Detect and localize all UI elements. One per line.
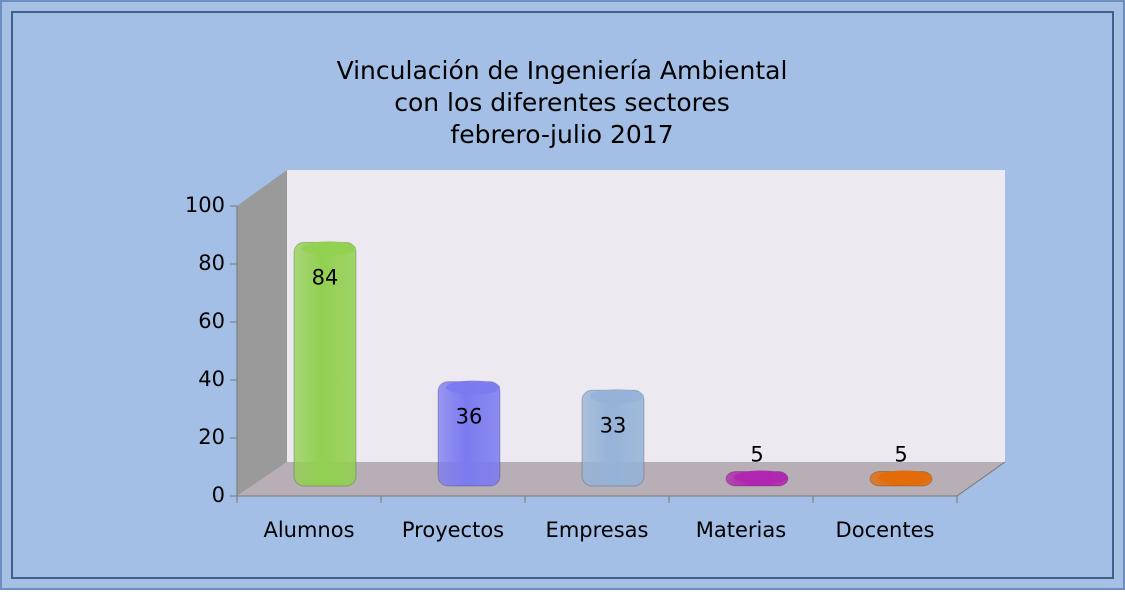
- value-label: 5: [750, 443, 763, 467]
- bar-cap: [590, 389, 644, 404]
- x-tick-label: Empresas: [546, 518, 649, 542]
- value-label: 33: [600, 413, 627, 437]
- x-tick-label: Proyectos: [402, 518, 504, 542]
- value-label: 36: [456, 405, 483, 429]
- chart-title: febrero-julio 2017: [450, 120, 673, 149]
- bar: [581, 389, 645, 487]
- bar-cap: [302, 241, 356, 256]
- bar-cap: [734, 470, 788, 485]
- x-tick-label: Alumnos: [263, 518, 354, 542]
- bar-cap: [446, 380, 500, 395]
- y-tick-label: 20: [198, 425, 225, 449]
- y-tick-label: 80: [198, 251, 225, 275]
- chart-title: Vinculación de Ingeniería Ambiental: [337, 56, 788, 85]
- y-tick-label: 40: [198, 367, 225, 391]
- value-label: 84: [312, 265, 339, 289]
- y-tick-label: 60: [198, 309, 225, 333]
- x-tick-label: Docentes: [836, 518, 935, 542]
- value-label: 5: [894, 443, 907, 467]
- floor-edge: [956, 461, 1006, 497]
- x-tick-label: Materias: [696, 518, 786, 542]
- back-wall: [287, 170, 1005, 462]
- bar: [437, 381, 501, 487]
- y-tick-label: 100: [185, 193, 225, 217]
- side-wall: [237, 170, 287, 496]
- chart-title: con los diferentes sectores: [394, 88, 730, 117]
- y-tick-label: 0: [212, 483, 225, 507]
- bar-cap: [878, 470, 932, 485]
